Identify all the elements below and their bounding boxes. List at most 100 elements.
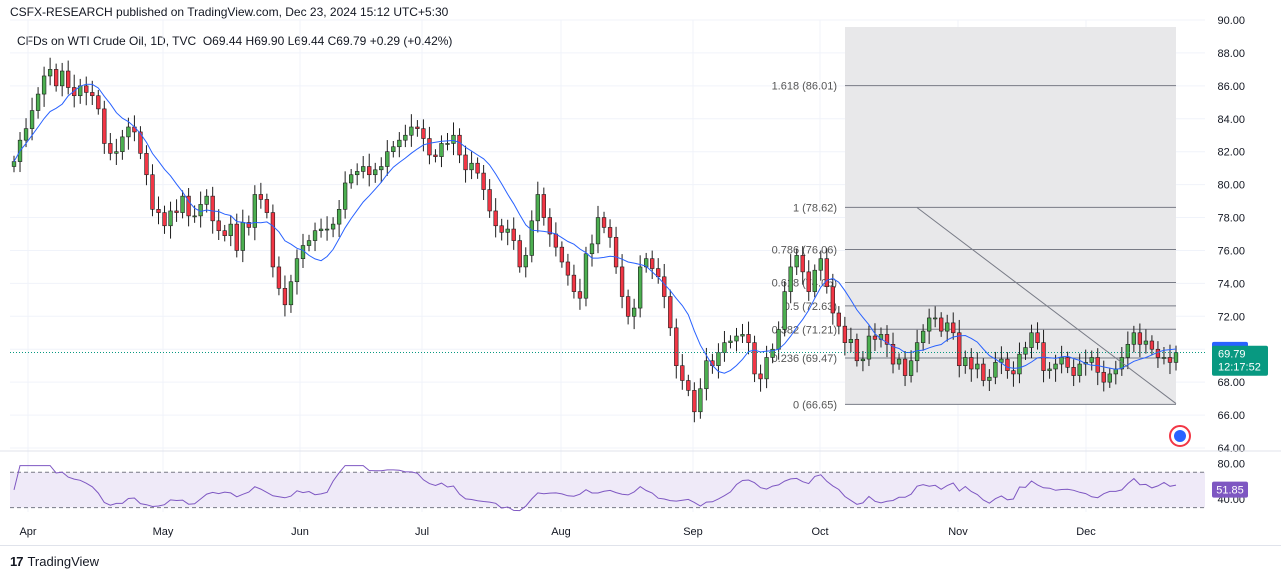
candle-body: [728, 340, 733, 343]
candle-body: [409, 126, 414, 136]
last-price-tag: [1212, 345, 1268, 376]
candle-body: [595, 217, 601, 245]
candle-body: [631, 307, 637, 317]
rsi-value-label: 51.85: [1216, 485, 1244, 497]
candle-body: [535, 194, 540, 222]
candle-body: [481, 172, 486, 190]
candle-body: [270, 212, 276, 268]
candle-body: [294, 258, 300, 283]
candle-body: [951, 322, 956, 334]
candle-body: [644, 258, 649, 268]
candle-body: [1035, 332, 1040, 343]
candle-body: [493, 210, 498, 227]
candle-body: [53, 69, 59, 87]
candle-body: [1029, 332, 1034, 348]
candle-body: [902, 358, 908, 376]
candle-body: [800, 255, 805, 273]
candle-body: [282, 288, 288, 306]
candle-body: [330, 223, 336, 230]
candle-body: [240, 222, 245, 251]
candle-body: [156, 209, 161, 213]
candle-body: [1005, 358, 1010, 371]
candle-body: [836, 312, 841, 327]
candle-body: [29, 110, 35, 129]
trendline: [916, 207, 1177, 404]
x-tick-label: Nov: [948, 526, 968, 538]
candle-body: [373, 169, 378, 176]
candle-body: [1071, 367, 1076, 376]
candle-body: [517, 240, 522, 268]
published-header: CSFX-RESEARCH published on TradingView.c…: [10, 5, 449, 19]
candle-body: [764, 357, 769, 380]
ohlc-change: +0.29 (+0.42%): [369, 34, 453, 48]
symbol-legend: CFDs on WTI Crude Oil, 1D, TVC O69.44 H6…: [17, 34, 452, 48]
candle-body: [126, 126, 131, 138]
candle-body: [945, 322, 950, 332]
candle-body: [487, 189, 492, 212]
tradingview-branding: 17 TradingView: [10, 554, 99, 569]
y-tick-label: 74.00: [1217, 278, 1245, 290]
candle-body: [439, 143, 444, 157]
candle-body: [505, 228, 510, 233]
candle-body: [788, 266, 793, 292]
candle-body: [987, 376, 992, 381]
y-tick-label: 72.00: [1217, 311, 1245, 323]
candle-body: [1017, 353, 1022, 375]
candle-body: [324, 228, 330, 231]
candle-body: [246, 222, 251, 228]
candle-body: [1089, 357, 1094, 363]
candle-body: [120, 136, 125, 152]
candle-body: [559, 246, 565, 263]
candle-body: [361, 166, 366, 172]
tradingview-logo-icon: 17: [10, 554, 24, 569]
brand-text: TradingView: [27, 554, 100, 569]
y-tick-label: 86.00: [1217, 81, 1245, 93]
candle-body: [872, 335, 878, 340]
candle-body: [475, 162, 480, 174]
candle-body: [318, 228, 324, 232]
candle-body: [1131, 332, 1137, 345]
y-tick-label: 82.00: [1217, 147, 1245, 159]
rsi-value-tag: [1212, 481, 1248, 498]
candle-body: [1059, 357, 1064, 365]
candle-body: [174, 210, 179, 213]
y-tick-label: 68.00: [1217, 377, 1245, 389]
candle-body: [963, 357, 968, 366]
candle-body: [276, 266, 282, 289]
candle-body: [806, 271, 811, 292]
candle-body: [252, 194, 257, 228]
candle-body: [613, 236, 619, 268]
last-price-label: 69.79: [1218, 349, 1246, 361]
candle-body: [704, 360, 709, 390]
candle-body: [1053, 363, 1058, 370]
y-tick-label: 80.00: [1217, 180, 1245, 192]
candle-body: [90, 92, 95, 97]
candle-body: [698, 388, 703, 413]
candle-body: [1011, 370, 1016, 375]
candle-body: [1125, 343, 1130, 358]
candle-body: [914, 342, 920, 362]
candle-body: [794, 255, 799, 268]
candle-body: [433, 154, 438, 157]
candle-body: [607, 227, 613, 238]
x-tick-label: Sep: [683, 526, 703, 538]
candle-body: [583, 253, 589, 299]
chart-canvas[interactable]: 90.00 88.00 86.00 84.00 82.00 80.00 78.00 76.00…: [0, 0, 1281, 545]
candle-body: [216, 220, 221, 232]
fib-level-label: 0 (66.65): [793, 399, 837, 411]
candle-body: [210, 195, 215, 222]
y-tick-label: 88.00: [1217, 48, 1245, 60]
candle-body: [41, 75, 47, 95]
candle-body: [933, 317, 938, 320]
bottom-divider: [0, 545, 1281, 546]
candle-body: [686, 380, 691, 391]
candle-body: [234, 223, 239, 251]
candle-body: [565, 261, 571, 276]
candle-body: [716, 352, 721, 366]
candle-body: [427, 138, 432, 156]
candle-body: [776, 329, 781, 350]
ohlc-low: L69.44: [287, 34, 325, 48]
rsi-line: [13, 465, 1177, 512]
candle-body: [144, 153, 149, 176]
candle-body: [258, 194, 264, 200]
